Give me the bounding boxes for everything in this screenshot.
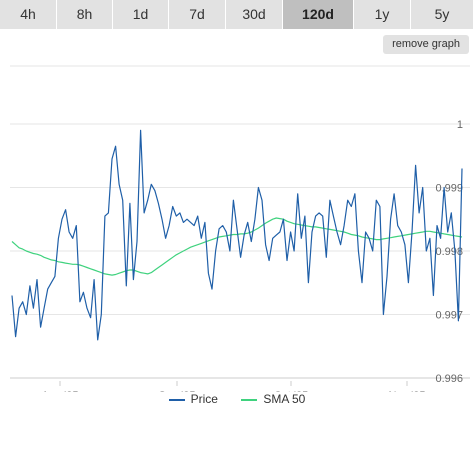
tab-5y[interactable]: 5y [411, 0, 474, 29]
timeframe-tabs: 4h 8h 1d 7d 30d 120d 1y 5y [0, 0, 474, 30]
legend-label-sma50: SMA 50 [263, 392, 306, 406]
y-tick-label: 0.998 [435, 246, 463, 258]
sma50-series-line [11, 217, 463, 276]
legend-item-sma50[interactable]: SMA 50 [241, 392, 305, 406]
tab-30d[interactable]: 30d [226, 0, 283, 29]
legend-label-price: Price [190, 392, 218, 406]
tab-1y[interactable]: 1y [354, 0, 411, 29]
y-tick-label: 0.996 [435, 373, 463, 385]
chart-legend: Price SMA 50 [0, 392, 474, 412]
legend-item-price[interactable]: Price [168, 392, 218, 406]
x-tick-label: Aug '25 [42, 390, 79, 392]
tab-120d[interactable]: 120d [283, 0, 354, 29]
price-chart: 1 0.999 0.998 0.997 0.996 Aug '25 Sep '25 Oct … [10, 65, 470, 392]
y-tick-label: 0.997 [435, 310, 463, 322]
x-tick-label: Sep '25 [159, 390, 196, 392]
tab-7d[interactable]: 7d [169, 0, 226, 29]
tab-1d[interactable]: 1d [113, 0, 169, 29]
y-tick-label: 1 [457, 119, 463, 131]
remove-graph-button[interactable]: remove graph [383, 35, 469, 54]
tab-8h[interactable]: 8h [57, 0, 113, 29]
legend-swatch-price [168, 398, 185, 401]
legend-swatch-sma50 [241, 398, 258, 401]
x-tick-label: Oct '25 [274, 390, 309, 392]
y-tick-label: 0.999 [435, 183, 463, 195]
tab-4h[interactable]: 4h [0, 0, 57, 29]
price-series-line [11, 129, 463, 341]
x-tick-label: Nov '25 [389, 390, 426, 392]
